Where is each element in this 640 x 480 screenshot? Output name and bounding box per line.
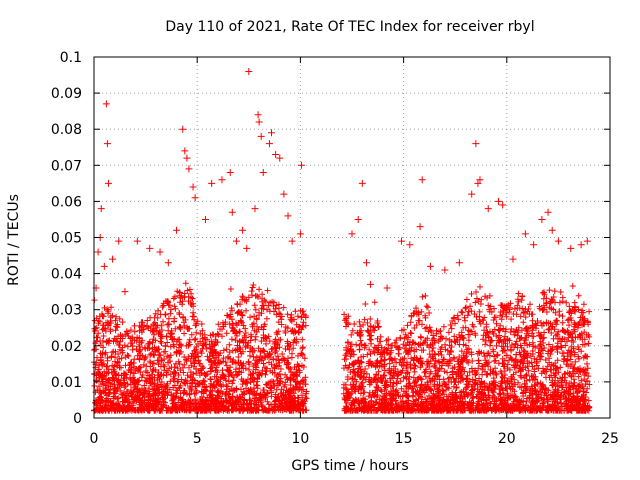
data-point	[441, 266, 449, 274]
y-tick-label: 0.05	[51, 231, 82, 247]
data-point	[259, 169, 267, 177]
data-point	[109, 255, 117, 263]
data-point	[232, 237, 240, 245]
data-point	[509, 255, 517, 263]
data-point	[239, 226, 247, 234]
data-point	[254, 111, 262, 119]
x-tick-label: 15	[395, 431, 413, 447]
data-point	[100, 262, 108, 270]
data-point	[251, 205, 259, 213]
data-point	[104, 179, 112, 187]
data-point	[164, 259, 172, 267]
data-point	[367, 280, 375, 288]
x-tick-label: 20	[498, 431, 516, 447]
data-point	[362, 259, 370, 267]
data-point	[189, 183, 197, 191]
data-point	[185, 165, 193, 173]
data-point	[272, 150, 280, 158]
x-axis-label: GPS time / hours	[291, 458, 408, 474]
data-point	[257, 132, 265, 140]
y-tick-label: 0.02	[51, 339, 82, 355]
data-point	[476, 176, 484, 184]
data-point	[183, 154, 191, 162]
data-point	[354, 215, 362, 223]
y-tick-label: 0.07	[51, 158, 82, 174]
dense-points-path	[91, 280, 593, 414]
data-point	[548, 226, 556, 234]
data-point	[255, 118, 263, 126]
x-tick-label: 10	[291, 431, 309, 447]
data-point	[102, 100, 110, 108]
data-point	[583, 237, 591, 245]
data-point	[484, 205, 492, 213]
data-point	[226, 169, 234, 177]
data-point	[521, 230, 529, 238]
data-point	[472, 140, 480, 148]
data-point	[288, 237, 296, 245]
data-point	[426, 262, 434, 270]
data-point	[418, 176, 426, 184]
scatter-points	[92, 67, 591, 296]
data-point	[296, 230, 304, 238]
y-tick-label: 0.06	[51, 194, 82, 210]
data-point	[146, 244, 154, 252]
data-point	[348, 230, 356, 238]
data-point	[208, 179, 216, 187]
data-point	[577, 241, 585, 249]
data-point	[181, 147, 189, 155]
x-tick-label: 5	[193, 431, 202, 447]
data-point	[276, 154, 284, 162]
data-point	[544, 208, 552, 216]
data-point	[406, 241, 414, 249]
data-point	[94, 248, 102, 256]
data-point	[228, 208, 236, 216]
dense-point-cloud	[91, 280, 593, 414]
data-point	[97, 205, 105, 213]
y-tick-label: 0.08	[51, 122, 82, 138]
axis-ticks: 0 5 10 15 20 25 0 0.01 0.02 0.03 0.04 0.05 0.06 0.07 0…	[51, 50, 619, 447]
y-axis-label: ROTI / TECUs	[6, 194, 22, 286]
data-point	[218, 176, 226, 184]
data-point	[567, 244, 575, 252]
data-point	[115, 237, 123, 245]
data-point	[455, 259, 463, 267]
data-point	[243, 244, 251, 252]
y-tick-label: 0	[73, 411, 82, 427]
data-point	[474, 179, 482, 187]
y-tick-label: 0.1	[60, 50, 82, 66]
data-point	[538, 215, 546, 223]
data-point	[133, 237, 141, 245]
data-point	[499, 201, 507, 209]
data-point	[284, 212, 292, 220]
data-point	[495, 197, 503, 205]
x-tick-label: 25	[601, 431, 619, 447]
data-point	[265, 140, 273, 148]
y-tick-label: 0.09	[51, 86, 82, 102]
data-point	[173, 226, 181, 234]
data-point	[398, 237, 406, 245]
data-point	[530, 241, 538, 249]
y-tick-label: 0.01	[51, 375, 82, 391]
data-point	[156, 248, 164, 256]
data-point	[268, 129, 276, 137]
data-point	[103, 140, 111, 148]
chart-title: Day 110 of 2021, Rate Of TEC Index for r…	[165, 19, 534, 35]
y-tick-label: 0.04	[51, 267, 82, 283]
data-point	[179, 125, 187, 133]
data-point	[245, 67, 253, 75]
data-point	[468, 190, 476, 198]
data-point	[201, 215, 209, 223]
data-point	[297, 161, 305, 169]
x-tick-label: 0	[90, 431, 99, 447]
y-tick-label: 0.03	[51, 303, 82, 319]
data-point	[383, 284, 391, 292]
data-point	[121, 288, 129, 296]
data-point	[191, 194, 199, 202]
data-point	[358, 179, 366, 187]
data-point	[554, 237, 562, 245]
data-point	[416, 223, 424, 231]
data-point	[280, 190, 288, 198]
